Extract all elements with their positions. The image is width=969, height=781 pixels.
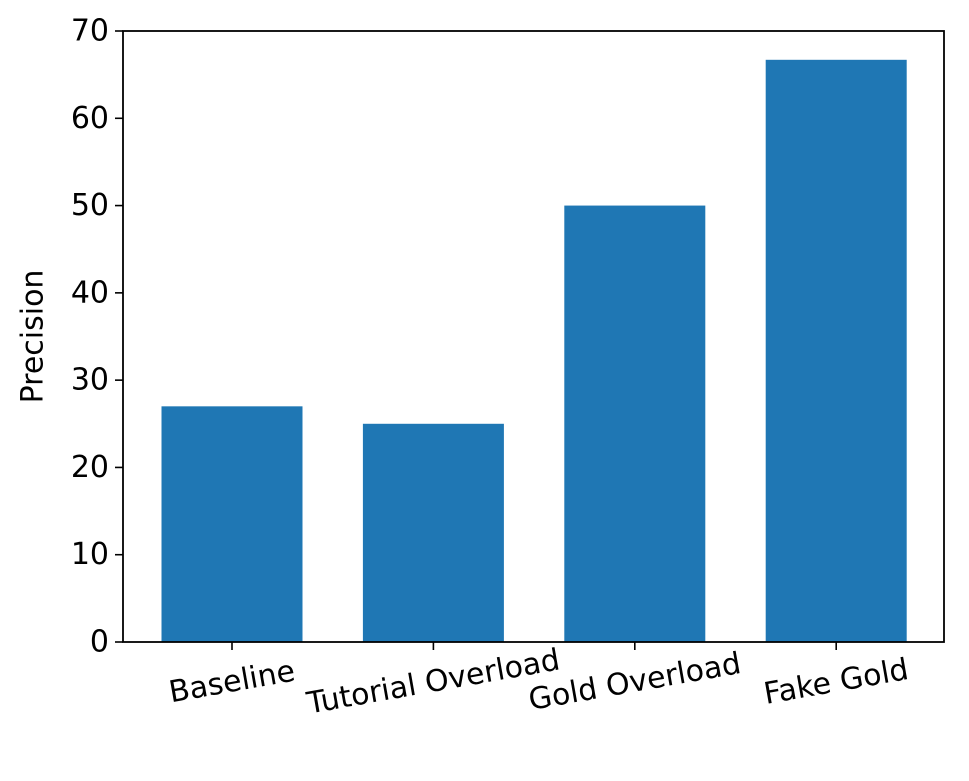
y-tick-label: 20 <box>71 450 109 485</box>
y-tick-label: 60 <box>71 101 109 136</box>
y-tick-label: 70 <box>71 14 109 49</box>
bar <box>161 406 303 642</box>
y-tick-label: 10 <box>71 537 109 572</box>
bar <box>564 205 706 643</box>
y-tick-label: 50 <box>71 188 109 223</box>
plot-frame <box>122 30 945 643</box>
y-tick-label: 30 <box>71 363 109 398</box>
y-tick-label: 0 <box>90 625 109 660</box>
bars-group <box>161 59 907 643</box>
bar <box>362 423 504 642</box>
x-tick-label: Baseline <box>166 654 297 711</box>
x-tick-label: Tutorial Overload <box>303 643 562 722</box>
y-tick-label: 40 <box>71 275 109 310</box>
y-axis-label: Precision <box>16 270 51 404</box>
x-tick-label: Fake Gold <box>761 652 911 712</box>
bar <box>765 59 907 643</box>
y-axis: 0 10 20 30 40 50 60 70 <box>71 14 123 660</box>
